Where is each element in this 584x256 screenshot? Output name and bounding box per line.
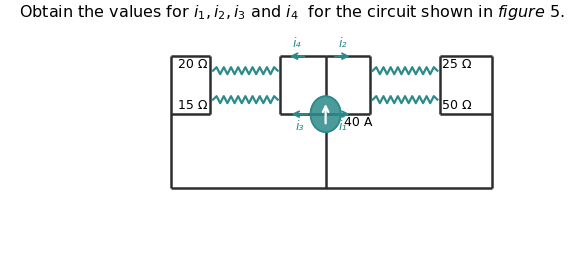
Text: 50 Ω: 50 Ω [443,99,472,112]
Text: i₁: i₁ [338,120,347,133]
Polygon shape [311,96,340,132]
Text: 40 A: 40 A [344,116,373,129]
Text: 20 Ω: 20 Ω [179,58,208,71]
Text: 15 Ω: 15 Ω [179,99,208,112]
Text: Obtain the values for $i_1, i_2, i_3$ and $i_4$  for the circuit shown in $\it{f: Obtain the values for $i_1, i_2, i_3$ an… [19,3,565,22]
Text: i₃: i₃ [296,120,304,133]
Text: i₄: i₄ [293,37,301,50]
Text: i₂: i₂ [338,37,347,50]
Text: 25 Ω: 25 Ω [443,58,472,71]
